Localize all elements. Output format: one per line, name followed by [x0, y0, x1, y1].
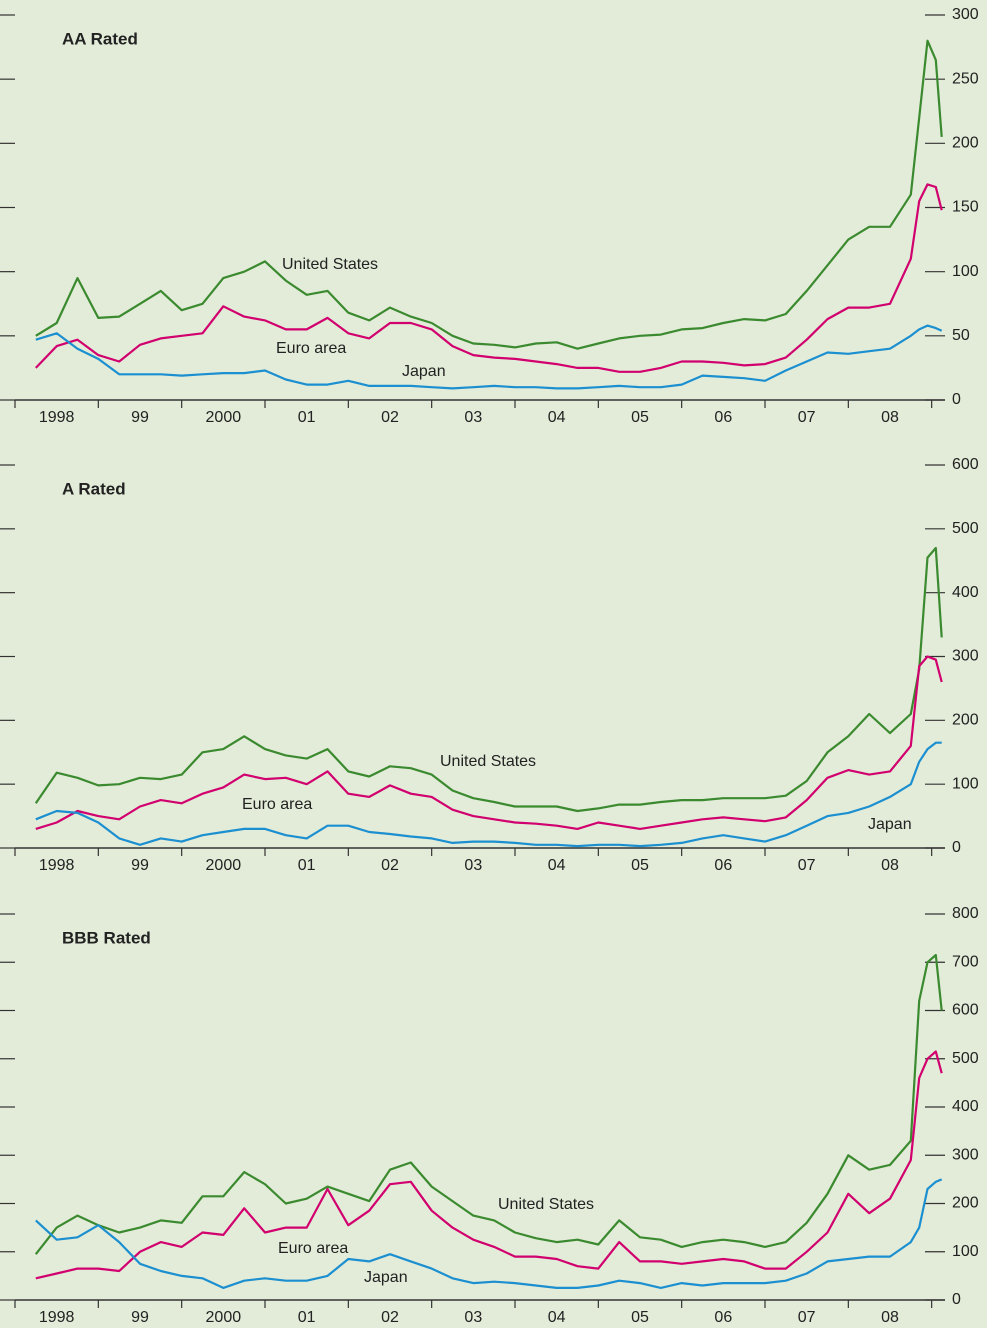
x-tick-label: 1998	[39, 1309, 75, 1326]
x-tick-label: 04	[548, 409, 566, 426]
series-label: Japan	[868, 816, 912, 833]
x-tick-label: 08	[881, 857, 899, 874]
series-label: Euro area	[276, 340, 346, 357]
series-line	[35, 324, 943, 390]
x-tick-label: 06	[714, 857, 732, 874]
series-line	[35, 655, 943, 830]
y-tick-label: 0	[952, 839, 961, 856]
y-tick-label: 0	[952, 1291, 961, 1308]
x-tick-label: 04	[548, 1309, 566, 1326]
x-tick-label: 1998	[39, 857, 75, 874]
y-tick-label: 400	[952, 584, 979, 601]
x-tick-label: 06	[714, 1309, 732, 1326]
x-tick-label: 99	[131, 857, 149, 874]
series-line	[35, 1050, 943, 1280]
x-tick-label: 05	[631, 1309, 649, 1326]
x-tick-label: 1998	[39, 409, 75, 426]
x-tick-label: 99	[131, 1309, 149, 1326]
y-tick-label: 200	[952, 135, 979, 152]
y-tick-label: 200	[952, 712, 979, 729]
x-tick-label: 05	[631, 857, 649, 874]
series-label: Euro area	[278, 1240, 348, 1257]
x-tick-label: 01	[298, 857, 316, 874]
x-tick-label: 2000	[206, 857, 242, 874]
series-line	[35, 183, 943, 373]
x-tick-label: 02	[381, 409, 399, 426]
y-tick-label: 300	[952, 6, 979, 23]
x-tick-label: 03	[464, 409, 482, 426]
x-tick-label: 02	[381, 857, 399, 874]
x-tick-label: 07	[798, 1309, 816, 1326]
panel-title: A Rated	[62, 479, 126, 498]
y-tick-label: 300	[952, 1146, 979, 1163]
y-tick-label: 250	[952, 70, 979, 87]
y-tick-label: 600	[952, 456, 979, 473]
y-tick-label: 50	[952, 327, 970, 344]
x-tick-label: 05	[631, 409, 649, 426]
x-tick-label: 07	[798, 857, 816, 874]
y-tick-label: 100	[952, 263, 979, 280]
series-label: United States	[440, 753, 536, 770]
series-line	[35, 741, 942, 848]
series-label: United States	[282, 256, 378, 273]
x-tick-label: 03	[464, 1309, 482, 1326]
x-tick-label: 04	[548, 857, 566, 874]
y-tick-label: 600	[952, 1002, 979, 1019]
x-tick-label: 2000	[206, 1309, 242, 1326]
panel-title: AA Rated	[62, 29, 138, 48]
y-tick-label: 500	[952, 520, 979, 537]
y-tick-label: 100	[952, 1243, 979, 1260]
x-tick-label: 03	[464, 857, 482, 874]
y-tick-label: 500	[952, 1050, 979, 1067]
series-label: Euro area	[242, 796, 312, 813]
y-tick-label: 100	[952, 775, 979, 792]
x-tick-label: 06	[714, 409, 732, 426]
x-tick-label: 02	[381, 1309, 399, 1326]
series-label: United States	[498, 1196, 594, 1213]
series-label: Japan	[364, 1269, 408, 1286]
series-line	[35, 1178, 943, 1289]
y-tick-label: 800	[952, 905, 979, 922]
y-tick-label: 400	[952, 1098, 979, 1115]
y-tick-label: 0	[952, 391, 961, 408]
y-tick-label: 150	[952, 199, 979, 216]
panel-title: BBB Rated	[62, 928, 151, 947]
y-tick-label: 200	[952, 1195, 979, 1212]
series-label: Japan	[402, 363, 446, 380]
x-tick-label: 01	[298, 409, 316, 426]
x-tick-label: 2000	[206, 409, 242, 426]
y-tick-label: 700	[952, 953, 979, 970]
series-line	[34, 953, 943, 1255]
x-tick-label: 08	[881, 1309, 899, 1326]
series-line	[34, 546, 943, 813]
x-tick-label: 01	[298, 1309, 316, 1326]
x-tick-label: 08	[881, 409, 899, 426]
series-line	[35, 39, 943, 350]
x-tick-label: 99	[131, 409, 149, 426]
x-tick-label: 07	[798, 409, 816, 426]
y-tick-label: 300	[952, 648, 979, 665]
